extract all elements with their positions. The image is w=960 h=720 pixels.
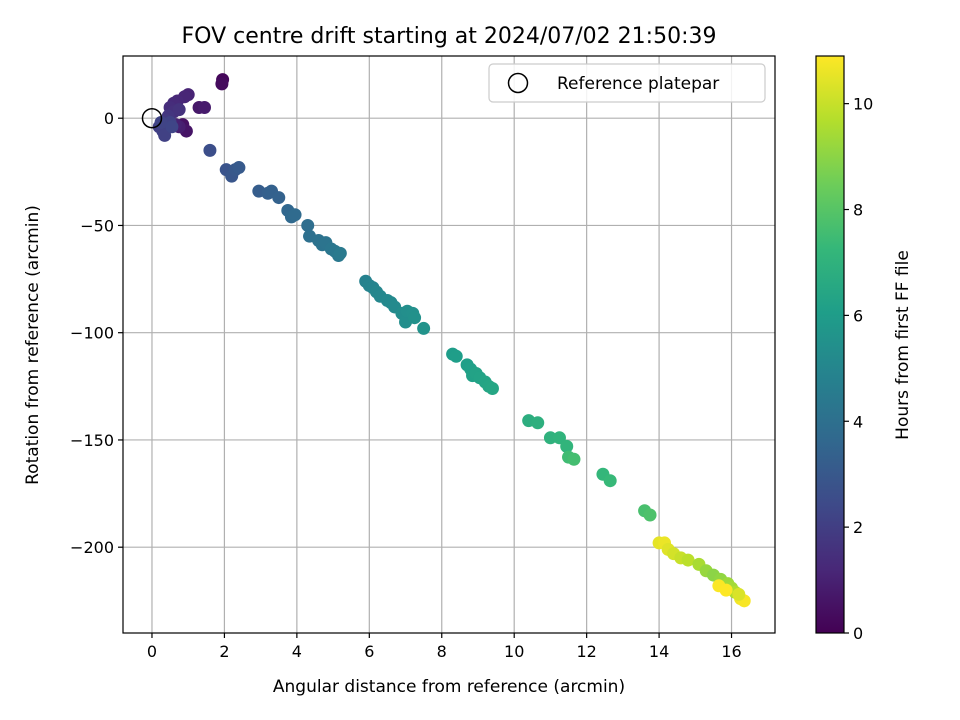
x-tick-label: 6 [364,642,374,661]
data-point [485,381,499,395]
data-point [643,508,657,522]
colorbar: 0 2 4 6 8 10 Hours from first FF file [815,55,913,643]
data-point [158,128,172,142]
x-gridlines [151,56,733,633]
data-point [543,431,557,445]
y-axis-label: Rotation from reference (arcmin) [23,205,43,485]
legend-box [488,63,766,103]
x-tick-label: 4 [292,642,302,661]
x-axis-ticks: 0 2 4 6 8 10 12 14 16 [147,633,742,661]
y-tick-label: −150 [70,431,114,450]
x-tick-label: 0 [147,642,157,661]
y-gridlines [123,117,775,548]
x-axis-label: Angular distance from reference (arcmin) [273,677,625,697]
plot-frame [122,55,776,634]
plot-area [122,55,776,634]
plot-background [123,56,775,633]
colorbar-tick-label: 2 [853,518,863,537]
data-point [449,349,463,363]
data-point [165,120,179,134]
y-axis-ticks: 0 −50 −100 −150 −200 [70,109,123,557]
data-point [719,583,733,597]
colorbar-gradient [816,56,844,633]
legend-reference-marker [507,72,529,94]
reference-platepar-marker [141,107,163,129]
data-point [603,474,617,488]
data-point [531,416,545,430]
colorbar-tick-label: 6 [853,306,863,325]
data-point [288,208,302,222]
x-tick-label: 10 [504,642,524,661]
data-point [567,452,581,466]
x-tick-label: 16 [721,642,741,661]
data-point [203,143,217,157]
x-tick-label: 12 [576,642,596,661]
data-point [232,161,246,175]
x-tick-label: 8 [437,642,447,661]
colorbar-ticks: 0 2 4 6 8 10 [844,95,873,643]
y-tick-label: −100 [70,324,114,343]
data-point [560,439,574,453]
data-point [301,218,315,232]
colorbar-label: Hours from first FF file [893,250,913,440]
colorbar-tick-label: 10 [853,95,873,114]
y-tick-label: −200 [70,538,114,557]
x-tick-label: 2 [219,642,229,661]
data-point [681,553,695,567]
data-point [272,191,286,205]
colorbar-tick-label: 0 [853,624,863,643]
chart-title: FOV centre drift starting at 2024/07/02 … [182,24,717,49]
y-tick-label: −50 [80,216,114,235]
data-point [215,77,229,91]
data-point [333,246,347,260]
colorbar-frame [815,55,845,634]
data-point [417,321,431,335]
data-point [172,103,186,117]
data-points [152,73,751,608]
legend-entry-reference: Reference platepar [557,74,719,94]
data-point [732,587,746,601]
data-point [198,100,211,114]
colorbar-tick-label: 8 [853,201,863,220]
colorbar-tick-label: 4 [853,412,863,431]
legend: Reference platepar [488,63,766,103]
data-point [408,311,422,325]
data-point [552,431,566,445]
x-tick-label: 14 [649,642,669,661]
y-tick-label: 0 [104,109,114,128]
